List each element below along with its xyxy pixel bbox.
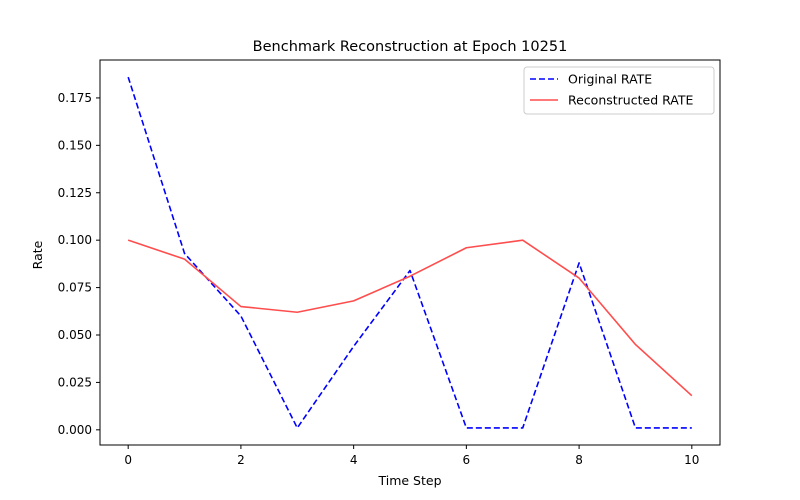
x-tick-label: 10 bbox=[684, 453, 699, 467]
legend: Original RATE Reconstructed RATE bbox=[523, 66, 715, 115]
series-line-1 bbox=[127, 76, 692, 429]
y-tick-label: 0.075 bbox=[58, 281, 92, 295]
x-tick-label: 4 bbox=[350, 453, 358, 467]
x-axis-label: Time Step bbox=[377, 473, 441, 488]
y-tick-label: 0.000 bbox=[58, 423, 92, 437]
x-tick-label: 0 bbox=[124, 453, 132, 467]
series-line-2 bbox=[127, 239, 693, 397]
y-tick-label: 0.050 bbox=[58, 328, 92, 342]
y-tick-label: 0.125 bbox=[58, 186, 92, 200]
legend-box bbox=[523, 66, 715, 115]
axes-frame bbox=[99, 59, 721, 446]
y-axis-label: Rate bbox=[30, 240, 45, 269]
x-tick-label: 6 bbox=[463, 453, 471, 467]
y-tick-label: 0.025 bbox=[58, 375, 92, 389]
x-tick-label: 8 bbox=[575, 453, 583, 467]
legend-label-1: Original RATE bbox=[568, 72, 652, 87]
chart-title: Benchmark Reconstruction at Epoch 10251 bbox=[253, 39, 568, 55]
y-tick-label: 0.100 bbox=[58, 233, 92, 247]
x-tick-label: 2 bbox=[237, 453, 245, 467]
legend-label-2: Reconstructed RATE bbox=[568, 93, 693, 108]
y-tick-label: 0.175 bbox=[58, 91, 92, 105]
plot-area: 0 2 4 6 8 10 0.000 0.025 0.050 0.075 0.100 0.125 0.1… bbox=[58, 59, 721, 467]
y-tick-label: 0.150 bbox=[58, 138, 92, 152]
